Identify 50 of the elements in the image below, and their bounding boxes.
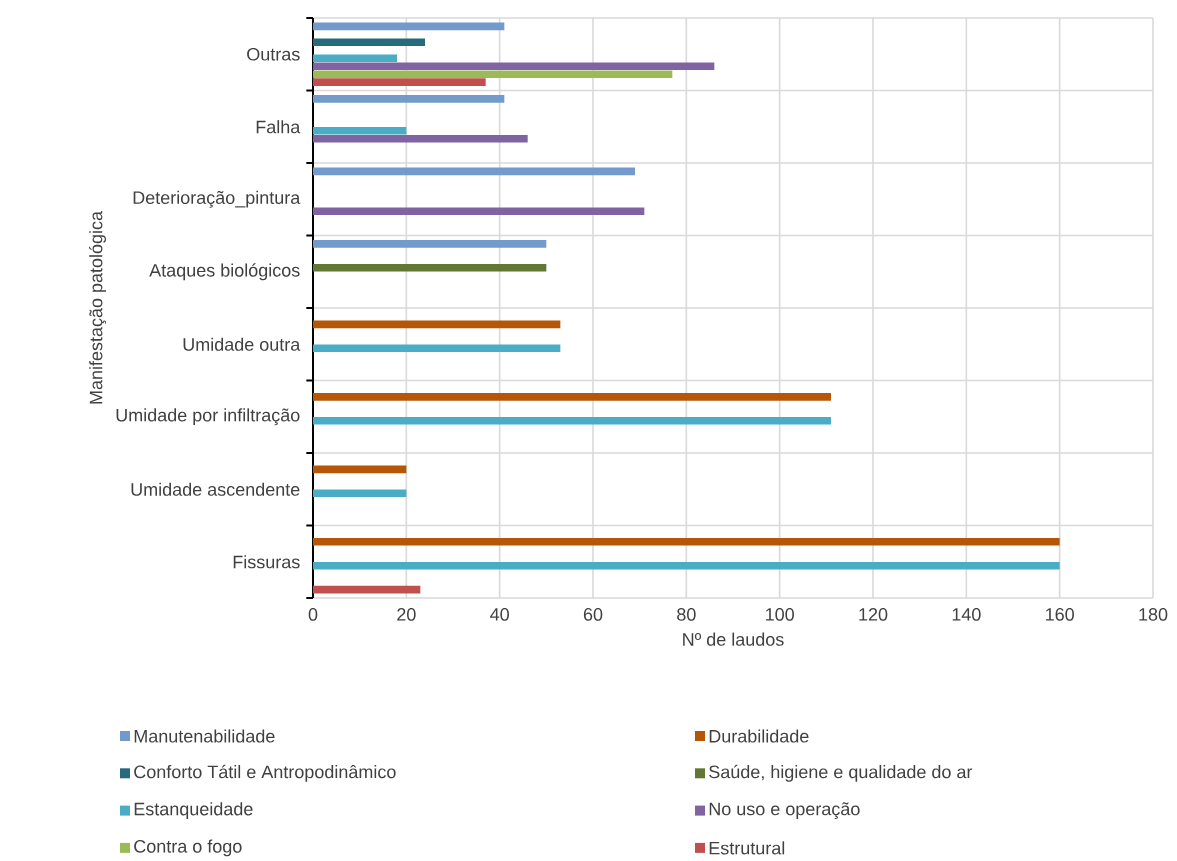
legend-label: Conforto Tátil e Antropodinâmico [134,764,396,782]
bar [313,70,673,78]
bar [313,38,426,47]
bar [313,134,528,143]
x-tick-label: 80 [677,608,696,621]
y-tick-label: Outras [247,47,300,61]
legend-label: Estrutural [709,841,785,855]
bar [313,207,645,216]
legend-label: Estanqueidade [134,802,253,819]
bar [313,54,398,63]
y-tick-label: Falha [256,120,301,134]
legend-label: No uso e operação [709,802,860,819]
legend-label: Durabilidade [709,729,809,743]
bar [313,320,561,329]
x-tick-label: 0 [308,608,318,621]
x-tick-label: 100 [766,608,794,621]
x-tick-label: 20 [397,608,416,621]
y-tick-label: Ataques biológicos [149,263,300,281]
bar [313,393,832,401]
bar [313,585,421,594]
y-tick-label: Umidade outra [183,337,301,351]
bar [313,344,561,353]
x-tick-label: 60 [583,608,603,621]
x-tick-label: 120 [859,608,888,621]
bar [313,22,505,31]
x-tick-label: 160 [1046,608,1074,621]
y-tick-label: Umidade ascendente [131,482,300,496]
bar [313,489,407,498]
y-axis-title: Manifestação patológica [88,210,107,404]
x-tick-label: 140 [952,608,981,621]
x-axis-title: Nº de laudos [683,632,784,646]
legend-label: Saúde, higiene e qualidade do ar [709,764,973,782]
bar [313,126,407,135]
bar [313,561,1060,570]
bar [313,240,547,248]
bar [313,538,1060,546]
y-tick-label: Umidade por infiltração [116,408,300,426]
legend-label: Manutenabilidade [134,729,275,743]
x-tick-label: 180 [1139,608,1168,621]
bar [313,95,505,103]
y-tick-label: Fissuras [233,555,300,569]
bar [313,465,407,474]
y-tick-label: Deterioração_pintura [133,190,301,208]
bar [313,416,832,425]
bar [313,78,486,86]
x-tick-label: 40 [490,608,509,621]
legend-label: Contra o fogo [134,839,242,857]
bar [313,263,547,272]
bar [313,167,636,176]
bar [313,62,715,71]
